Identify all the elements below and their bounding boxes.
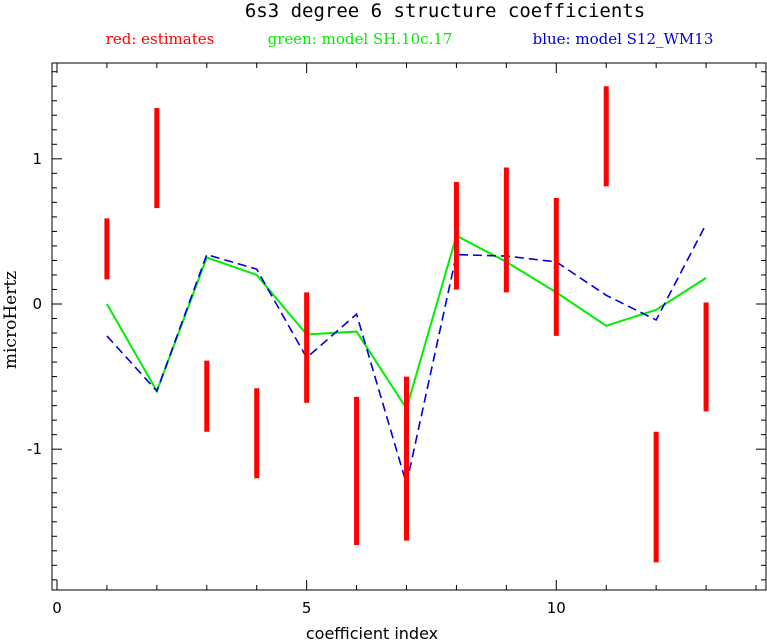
- legend: red: estimates green: model SH.10c.17 blue…: [106, 30, 714, 48]
- x-tick-label: 0: [52, 599, 62, 617]
- chart-title: 6s3 degree 6 structure coefficients: [245, 0, 645, 22]
- plot-frame: [51, 62, 767, 591]
- y-tick-label: 1: [32, 150, 42, 168]
- x-axis-label: coefficient index: [306, 624, 438, 641]
- x-tick-label: 5: [302, 599, 312, 617]
- estimates-layer: [104, 86, 709, 563]
- legend-entry-s12: blue: model S12_WM13: [533, 30, 714, 48]
- x-tick-label: 10: [547, 599, 566, 617]
- y-tick-label: 0: [32, 295, 42, 313]
- axis-ticks: 0 5 10 -1 0 1: [27, 63, 766, 617]
- y-tick-label: -1: [27, 440, 42, 458]
- legend-entry-sh: green: model SH.10c.17: [268, 30, 453, 48]
- y-axis-label: microHertz: [1, 271, 21, 369]
- legend-entry-estimates: red: estimates: [106, 30, 215, 48]
